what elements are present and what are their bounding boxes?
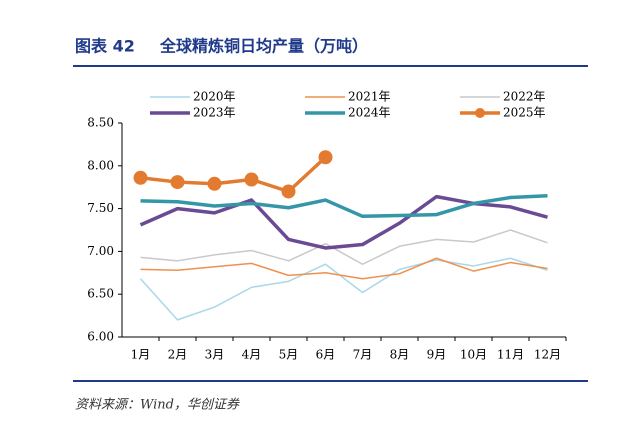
point-marker xyxy=(133,170,148,185)
y-tick-label: 7.00 xyxy=(87,244,114,258)
x-tick-label: 4月 xyxy=(242,348,262,362)
y-tick-label: 6.00 xyxy=(87,330,114,344)
y-tick-label: 6.50 xyxy=(87,287,114,301)
legend-label: 2024年 xyxy=(348,106,391,120)
point-marker xyxy=(281,184,296,199)
figure-label: 图表 42 xyxy=(75,37,135,56)
source: 资料来源：Wind，华创证券 xyxy=(75,398,240,413)
x-tick-label: 8月 xyxy=(390,348,410,362)
series-line xyxy=(140,194,548,219)
legend-label: 2025年 xyxy=(503,106,546,120)
series-line xyxy=(140,155,327,194)
y-tick-label: 7.50 xyxy=(87,201,114,215)
x-tick-label: 2月 xyxy=(168,348,188,362)
legend-label: 2022年 xyxy=(503,90,546,104)
point-marker xyxy=(207,176,222,191)
y-tick-label: 8.50 xyxy=(87,116,114,130)
series-line xyxy=(140,229,548,265)
x-tick-label: 12月 xyxy=(534,348,561,362)
legend-label: 2021年 xyxy=(348,90,391,104)
x-tick-label: 3月 xyxy=(205,348,225,362)
chart-title: 全球精炼铜日均产量（万吨） xyxy=(159,37,368,56)
x-tick-label: 7月 xyxy=(353,348,373,362)
point-marker xyxy=(318,150,333,165)
legend-marker xyxy=(475,108,485,118)
x-tick-label: 10月 xyxy=(460,348,487,362)
series-line xyxy=(139,257,548,321)
point-marker xyxy=(244,172,259,187)
legend-label: 2023年 xyxy=(193,106,236,120)
x-tick-label: 9月 xyxy=(427,348,447,362)
x-tick-label: 6月 xyxy=(316,348,336,362)
point-marker xyxy=(170,175,185,190)
x-tick-label: 11月 xyxy=(497,348,524,362)
legend-label: 2020年 xyxy=(193,90,236,104)
x-tick-label: 5月 xyxy=(279,348,299,362)
y-tick-label: 8.00 xyxy=(87,158,114,172)
x-tick-label: 1月 xyxy=(131,348,151,362)
series-line xyxy=(140,257,548,280)
